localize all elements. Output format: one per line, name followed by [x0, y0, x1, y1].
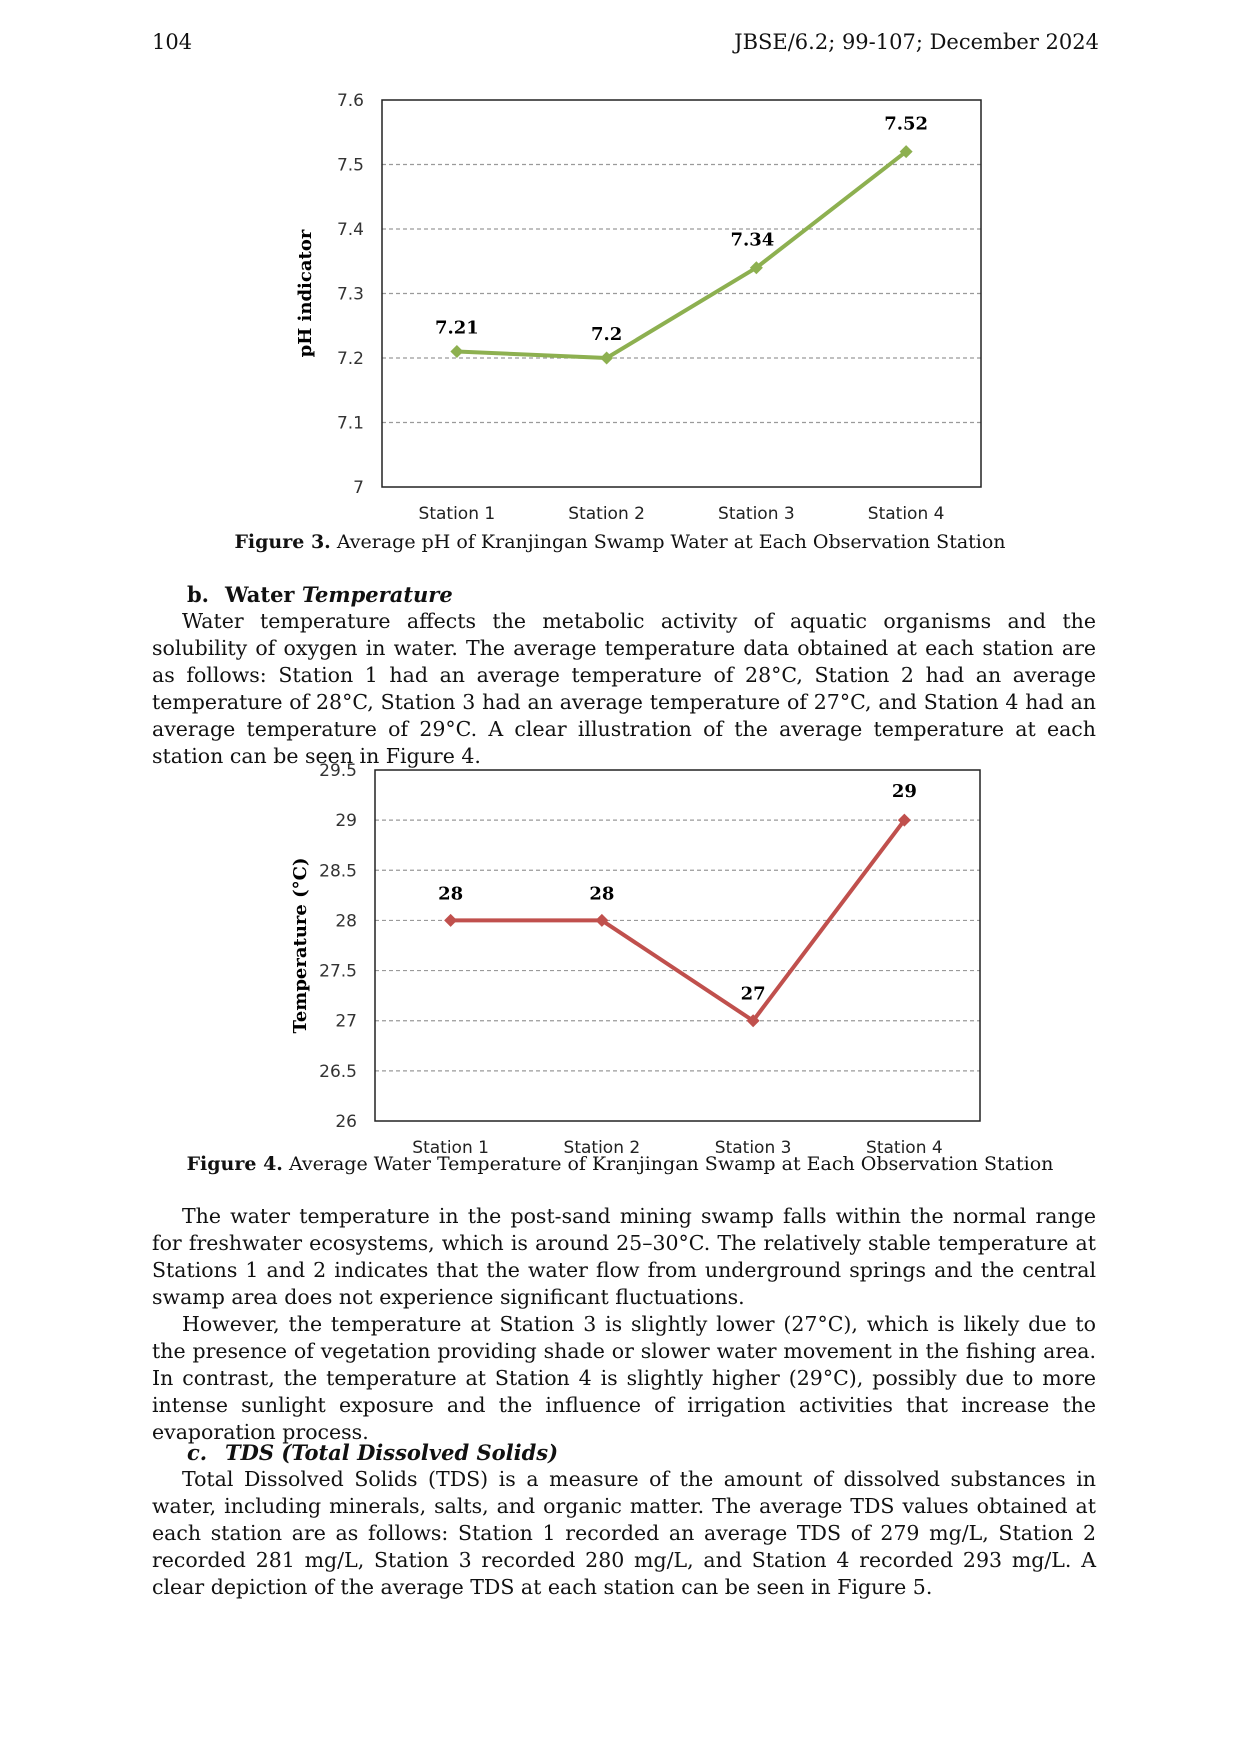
section-b-paragraph: Water temperature affects the metabolic … [152, 609, 1096, 768]
page-number: 104 [152, 30, 193, 54]
section-c-heading: c. TDS (Total Dissolved Solids) [152, 1439, 1096, 1466]
fig3-data-point [600, 351, 614, 365]
fig3-series-line [456, 150, 908, 360]
fig4-series-line [450, 818, 906, 1023]
fig3-ytick-label: 7.4 [337, 220, 364, 240]
fig4-ytick-label: 26 [335, 1112, 357, 1132]
fig3-data-point [749, 261, 763, 275]
fig4-ytick-label: 28 [335, 911, 357, 931]
fig3-ytick-label: 7.3 [337, 285, 364, 305]
fig4-data-label: 29 [892, 781, 917, 802]
fig4-category-label: Station 4 [866, 1138, 943, 1155]
paragraph-station-differences: However, the temperature at Station 3 is… [152, 1312, 1096, 1444]
fig4-ytick-label: 29.5 [319, 761, 357, 781]
fig4-ytick-label: 26.5 [319, 1062, 357, 1082]
fig4-y-axis-title: Temperature (°C) [290, 858, 311, 1034]
fig3-plot-area [381, 99, 982, 488]
fig3-category-label: Station 2 [568, 504, 645, 524]
fig3-category-label: Station 3 [718, 504, 795, 524]
fig4-ytick-label: 29 [335, 811, 357, 831]
section-c: c. TDS (Total Dissolved Solids) Total Dis… [152, 1439, 1096, 1601]
section-b-title: Water [225, 582, 302, 607]
fig4-ytick-label: 28.5 [319, 861, 357, 881]
figure-4-caption-text: Average Water Temperature of Kranjingan … [288, 1153, 1054, 1175]
section-c-title: TDS (Total Dissolved Solids) [225, 1440, 559, 1465]
fig4-plot-area [374, 769, 981, 1122]
fig4-ytick-label: 27 [335, 1012, 357, 1032]
fig4-ytick-label: 27.5 [319, 962, 357, 982]
section-c-label: c. [187, 1440, 208, 1465]
figure-4-caption: Figure 4. Average Water Temperature of K… [0, 1153, 1240, 1175]
figure-3-caption-label: Figure 3. [234, 531, 331, 553]
section-b-heading: b. Water Temperature [152, 581, 1096, 608]
fig4-category-label: Station 3 [715, 1138, 792, 1155]
fig4-data-label: 28 [438, 883, 463, 904]
figure-4-caption-label: Figure 4. [186, 1153, 283, 1175]
fig3-data-label: 7.34 [730, 230, 774, 251]
fig4-data-point [595, 913, 609, 927]
fig4-data-point [897, 813, 911, 827]
fig4-data-point [444, 913, 458, 927]
fig3-category-label: Station 1 [419, 504, 496, 524]
discussion-paragraphs: The water temperature in the post-sand m… [152, 1203, 1096, 1446]
fig4-data-label: 28 [589, 883, 614, 904]
fig4-category-label: Station 1 [412, 1138, 489, 1155]
fig3-ytick-label: 7.2 [337, 349, 364, 369]
fig3-category-label: Station 4 [868, 504, 945, 524]
journal-reference: JBSE/6.2; 99-107; December 2024 [734, 30, 1099, 54]
fig3-y-axis-title: pH indicator [295, 229, 316, 357]
fig3-ytick-label: 7.6 [337, 91, 364, 111]
paragraph-temperature-range: The water temperature in the post-sand m… [152, 1204, 1096, 1309]
fig3-data-label: 7.2 [591, 324, 622, 345]
fig4-data-point [746, 1014, 760, 1028]
fig3-data-label: 7.21 [435, 318, 479, 339]
fig3-data-point [899, 145, 913, 159]
section-c-paragraph: Total Dissolved Solids (TDS) is a measur… [152, 1467, 1096, 1599]
fig4-data-label: 27 [741, 984, 766, 1005]
fig3-ytick-label: 7.1 [337, 414, 364, 434]
section-b-title-italic: Temperature [301, 582, 453, 607]
section-b: b. Water Temperature Water temperature af… [152, 581, 1096, 770]
figure-4-temperature-chart: 26 26.5 27 27.5 28 28.5 29 29.5 Temperature (°C)… [290, 761, 981, 1155]
section-b-label: b. [187, 582, 209, 607]
figure-3-caption: Figure 3. Average pH of Kranjingan Swamp… [0, 531, 1240, 553]
fig3-ytick-label: 7.5 [337, 156, 364, 176]
fig3-data-point [450, 345, 464, 359]
figure-3-ph-chart: 7 7.1 7.2 7.3 7.4 7.5 7.6 pH indicator Station 1… [295, 91, 982, 524]
fig4-category-label: Station 2 [564, 1138, 641, 1155]
fig3-ytick-label: 7 [353, 478, 364, 498]
fig3-data-label: 7.52 [884, 114, 928, 135]
figure-3-caption-text: Average pH of Kranjingan Swamp Water at … [336, 531, 1006, 553]
